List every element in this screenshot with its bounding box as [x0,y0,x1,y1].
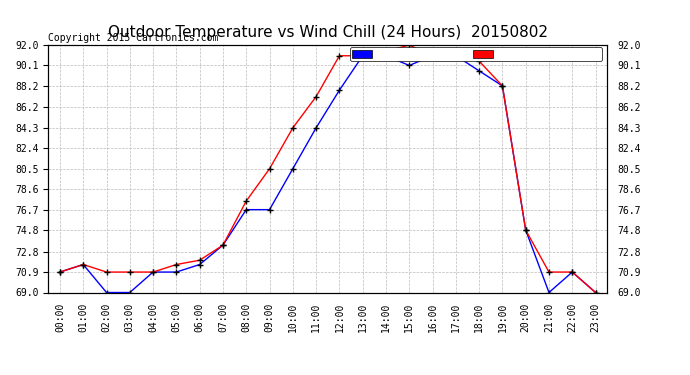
Legend: Wind Chill  (°F), Temperature  (°F): Wind Chill (°F), Temperature (°F) [350,47,602,61]
Text: Copyright 2015 Cartronics.com: Copyright 2015 Cartronics.com [48,33,219,42]
Title: Outdoor Temperature vs Wind Chill (24 Hours)  20150802: Outdoor Temperature vs Wind Chill (24 Ho… [108,25,548,40]
